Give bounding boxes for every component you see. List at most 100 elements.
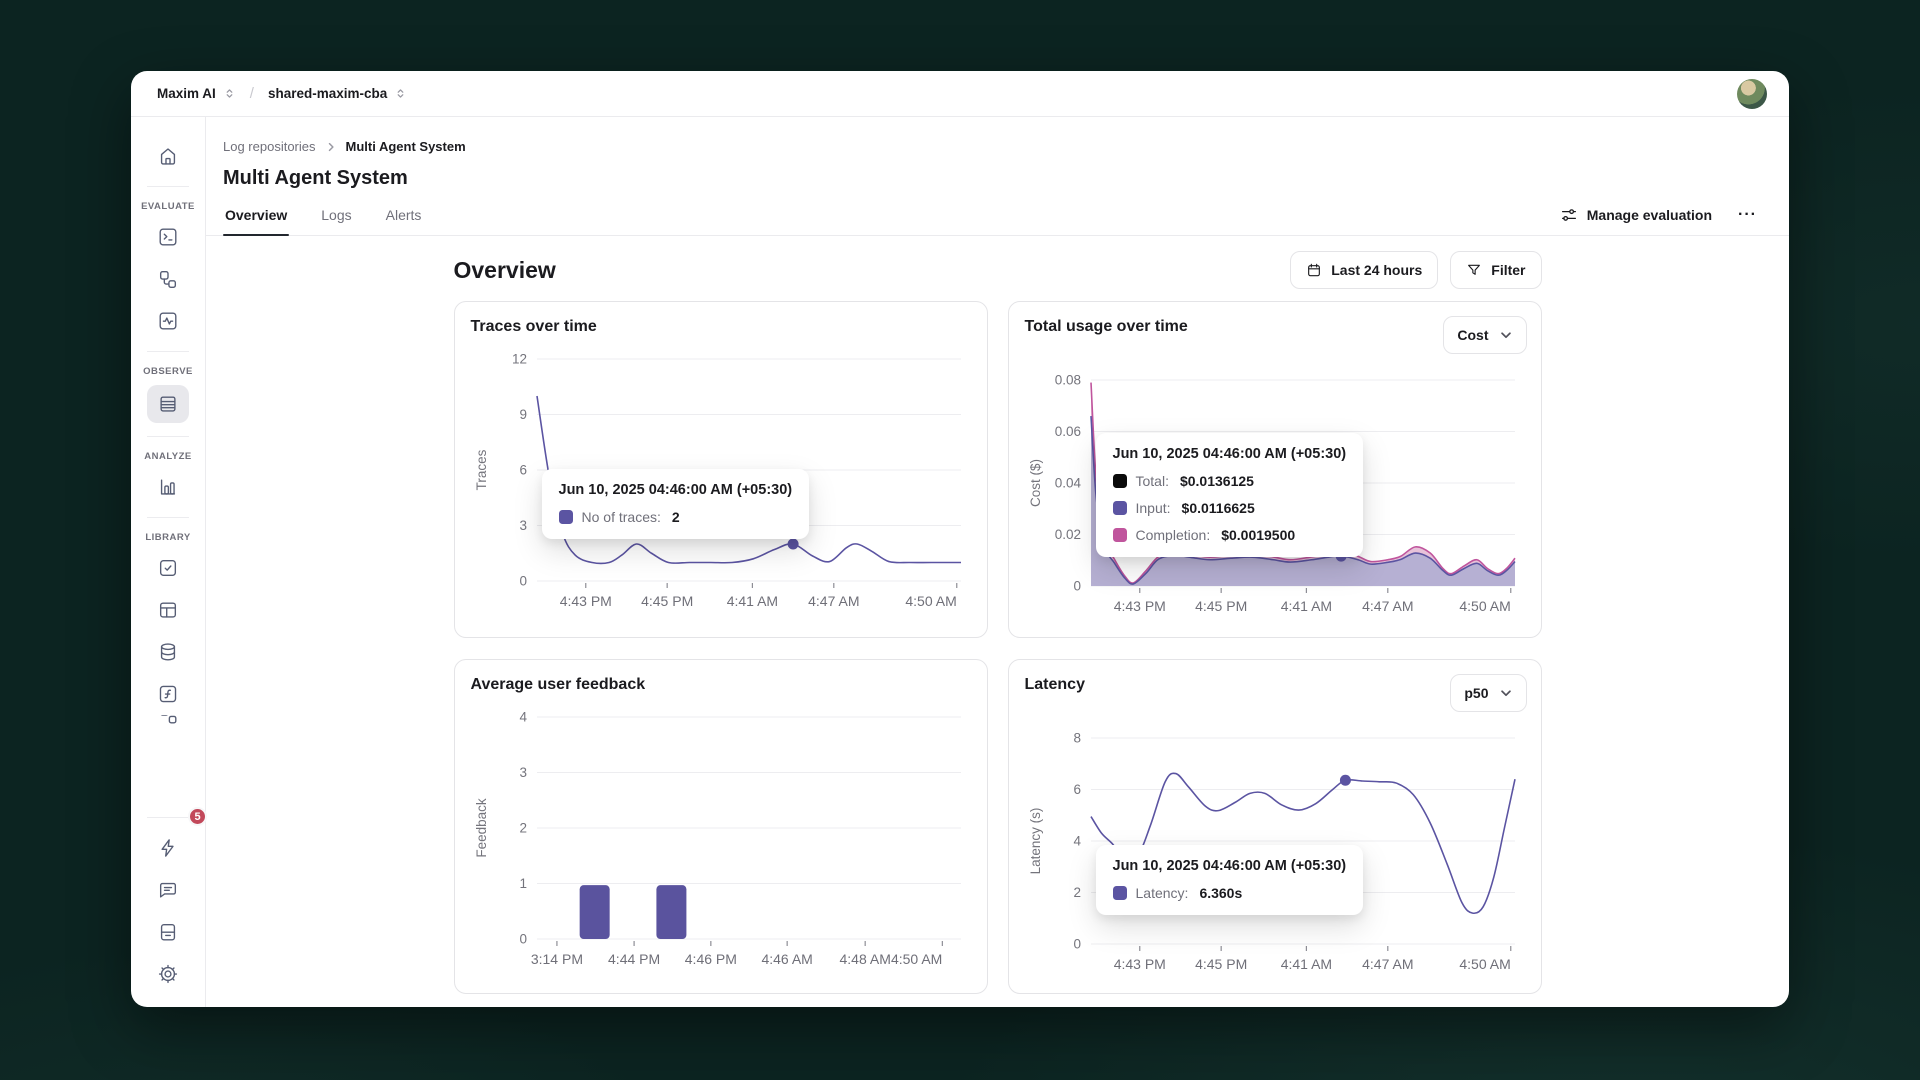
topbar: Maxim AI / shared-maxim-cba: [131, 71, 1789, 117]
tooltip-row: No of traces: 2: [558, 509, 793, 525]
chevron-down-icon: [1500, 690, 1511, 697]
svg-text:4: 4: [519, 710, 527, 725]
section-label-observe: OBSERVE: [143, 366, 193, 377]
cost-dropdown[interactable]: Cost: [1443, 316, 1527, 354]
divider: [147, 517, 189, 518]
sidebar-item-settings[interactable]: [147, 957, 189, 991]
svg-text:3: 3: [519, 765, 527, 780]
page-head: Log repositories Multi Agent System Mult…: [206, 117, 1789, 190]
tab-alerts[interactable]: Alerts: [384, 196, 424, 235]
main-area: Log repositories Multi Agent System Mult…: [206, 117, 1789, 1007]
traces-chart: 0 3 6 9 12 Traces 4:43 PM 4:45 PM 4:41 AM 4:47 AM…: [471, 349, 971, 622]
time-range-button[interactable]: Last 24 hours: [1290, 251, 1439, 289]
chart-canvas: 0 3 6 9 12 Traces 4:43 PM 4:45 PM 4:41 AM 4:47 AM…: [474, 352, 961, 609]
sidebar: EVALUATE OBSERVE ANALYZE LIBRARY: [131, 117, 207, 1007]
svg-text:4:43 PM: 4:43 PM: [1113, 598, 1165, 614]
tooltip-label: Total:: [1135, 473, 1169, 489]
series-swatch: [558, 510, 573, 524]
sidebar-item-playground[interactable]: [147, 220, 189, 254]
unfold-icon: [226, 89, 233, 98]
tooltip-title: Jun 10, 2025 04:46:00 AM (+05:30): [1112, 446, 1347, 462]
tab-overview[interactable]: Overview: [223, 196, 290, 236]
svg-text:4:50 AM: 4:50 AM: [905, 593, 956, 609]
nodes-icon: [160, 715, 177, 724]
tooltip-label: Input:: [1135, 500, 1171, 516]
svg-text:Feedback: Feedback: [474, 798, 489, 858]
content: Overview Last 24 hours Filter: [206, 236, 1789, 1007]
svg-text:4:50 AM: 4:50 AM: [1459, 956, 1510, 972]
svg-text:4:41 AM: 4:41 AM: [1280, 956, 1331, 972]
overview-heading: Overview: [453, 256, 556, 283]
filter-button[interactable]: Filter: [1450, 251, 1542, 289]
svg-text:4:43 PM: 4:43 PM: [1113, 956, 1165, 972]
sidebar-item-workflows[interactable]: [147, 262, 189, 296]
tooltip-value: 2: [671, 509, 680, 525]
latency-chart: 0 2 4 6 8 Latency (s) 4:43 PM 4:45 PM 4:41 AM 4:4…: [1025, 728, 1525, 985]
sidebar-item-evaluations[interactable]: [147, 304, 189, 338]
home-icon: [160, 148, 176, 165]
svg-text:3: 3: [519, 518, 527, 533]
breadcrumb-parent[interactable]: Log repositories: [223, 139, 316, 154]
tab-logs[interactable]: Logs: [319, 196, 353, 235]
project-picker[interactable]: shared-maxim-cba: [268, 86, 407, 101]
svg-text:4:46 PM: 4:46 PM: [684, 951, 736, 967]
sidebar-item-context-sources[interactable]: [147, 635, 189, 669]
sidebar-item-prompt-tools[interactable]: [147, 677, 189, 711]
project-name: shared-maxim-cba: [267, 86, 388, 101]
chevron-right-icon: [328, 142, 334, 151]
sidebar-item-analytics[interactable]: [147, 470, 189, 504]
svg-text:6: 6: [519, 463, 527, 478]
chart-canvas: 0 0.02 0.04 0.06 0.08 Cost ($) 4:43 PM 4:45 PM 4…: [1028, 373, 1516, 614]
chart-tooltip: Jun 10, 2025 04:46:00 AM (+05:30) No of t…: [541, 469, 810, 539]
sidebar-item-home[interactable]: [147, 139, 189, 173]
chevron-down-icon: [1500, 332, 1511, 339]
sidebar-item-log-repositories[interactable]: [147, 385, 189, 423]
svg-text:4:41 AM: 4:41 AM: [726, 593, 777, 609]
database-icon: [160, 643, 176, 661]
chart-card-feedback: Average user feedback 0 1 2 3 4 Feedback 3:14 …: [453, 659, 988, 994]
series-swatch: [1112, 501, 1127, 515]
more-options-button[interactable]: ···: [1734, 204, 1761, 226]
divider: [147, 186, 189, 187]
usage-chart: 0 0.02 0.04 0.06 0.08 Cost ($) 4:43 PM 4:45 PM 4…: [1025, 370, 1525, 627]
section-label-evaluate: EVALUATE: [141, 201, 195, 212]
svg-text:4:47 AM: 4:47 AM: [1362, 598, 1413, 614]
table-icon: [159, 602, 177, 618]
sidebar-item-docs[interactable]: [147, 915, 189, 949]
percentile-dropdown[interactable]: p50: [1450, 674, 1527, 712]
svg-text:Traces: Traces: [474, 449, 489, 490]
svg-text:1: 1: [519, 876, 527, 891]
workspace-picker[interactable]: Maxim AI: [157, 86, 236, 101]
svg-text:Latency (s): Latency (s): [1028, 808, 1043, 875]
svg-text:4:47 AM: 4:47 AM: [808, 593, 859, 609]
tooltip-row: Latency: 6.360s: [1112, 885, 1347, 901]
sidebar-item-datasets[interactable]: [147, 593, 189, 627]
sidebar-item-test-cases[interactable]: [147, 551, 189, 585]
sidebar-item-quickstart[interactable]: [147, 831, 189, 865]
app-window: Maxim AI / shared-maxim-cba EVALUATE: [131, 71, 1789, 1007]
gear-icon: [158, 964, 178, 984]
sidebar-item-agents-clipped[interactable]: [147, 715, 189, 726]
sidebar-item-feedback[interactable]: [147, 873, 189, 907]
svg-text:4:50 AM: 4:50 AM: [1459, 598, 1510, 614]
feedback-chart: 0 1 2 3 4 Feedback 3:14 PM 4:44 PM 4:46 PM 4:46 A…: [471, 707, 971, 980]
overview-header: Overview Last 24 hours Filter: [454, 249, 1542, 291]
svg-text:4:45 PM: 4:45 PM: [1195, 598, 1247, 614]
cost-dropdown-value: Cost: [1457, 327, 1489, 343]
chat-icon: [159, 882, 177, 898]
svg-text:0.02: 0.02: [1054, 527, 1080, 542]
notification-badge: 5: [188, 807, 207, 826]
manage-evaluation-button[interactable]: Manage evaluation: [1560, 206, 1712, 224]
chart-title: Average user feedback: [470, 676, 646, 693]
svg-text:2: 2: [519, 821, 527, 836]
tooltip-row: Completion: $0.0019500: [1112, 527, 1347, 543]
chart-tooltip: Jun 10, 2025 04:46:00 AM (+05:30) Total: $…: [1095, 433, 1364, 557]
svg-text:4:41 AM: 4:41 AM: [1280, 598, 1331, 614]
svg-text:6: 6: [1073, 782, 1081, 797]
workflow-icon: [159, 270, 177, 288]
svg-text:0: 0: [519, 932, 527, 947]
user-avatar[interactable]: [1737, 78, 1767, 109]
chart-card-usage: Total usage over time Cost 0 0.02 0.04 0.06…: [1007, 301, 1542, 638]
svg-text:8: 8: [1073, 731, 1081, 746]
tooltip-label: No of traces:: [581, 509, 661, 525]
